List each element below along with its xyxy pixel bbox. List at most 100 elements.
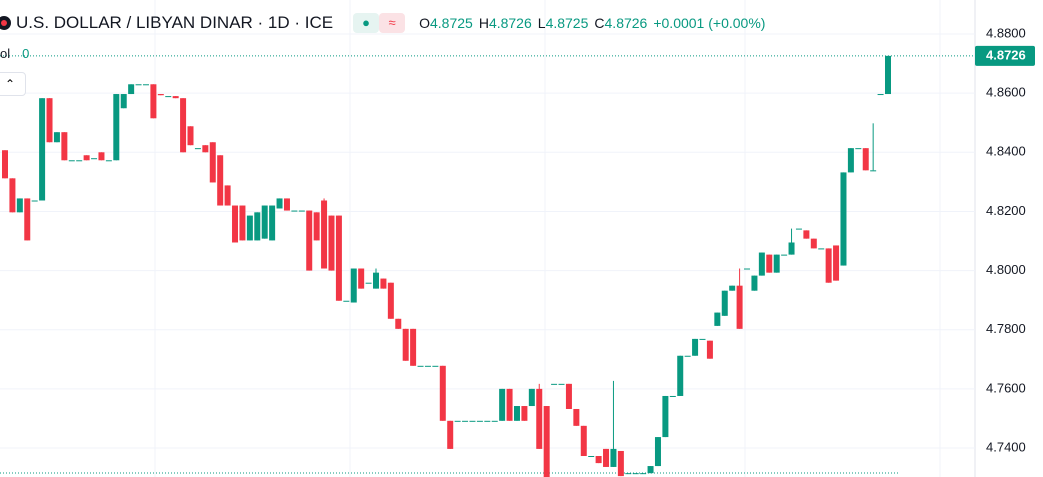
ohlc-label: C bbox=[594, 15, 605, 31]
candle-body bbox=[239, 205, 246, 241]
candle-body bbox=[165, 96, 172, 98]
y-tick-label: 4.8000 bbox=[986, 262, 1026, 277]
candle-body bbox=[632, 473, 639, 475]
y-tick-label: 4.8200 bbox=[986, 203, 1026, 218]
candle-body bbox=[803, 230, 810, 239]
candle-body bbox=[499, 388, 506, 421]
candle-body bbox=[870, 170, 877, 172]
candle-body bbox=[276, 198, 283, 209]
candle-body bbox=[209, 142, 216, 183]
volume-label: ol bbox=[0, 46, 11, 61]
candle-body bbox=[721, 290, 728, 316]
candle-body bbox=[417, 365, 424, 367]
candle-body bbox=[358, 268, 365, 289]
candle-body bbox=[640, 473, 647, 475]
candle-body bbox=[373, 272, 380, 289]
candle-body bbox=[603, 448, 610, 467]
ohlc-item: C4.8726 bbox=[594, 15, 647, 31]
candle-body bbox=[180, 98, 187, 153]
candle-body bbox=[684, 355, 691, 357]
candle-body bbox=[261, 205, 268, 239]
candle-body bbox=[521, 406, 528, 421]
candle-body bbox=[729, 285, 736, 291]
y-tick-label: 4.8800 bbox=[986, 25, 1026, 40]
candle-body bbox=[788, 242, 795, 255]
candle-body bbox=[306, 210, 313, 271]
candle-body bbox=[343, 300, 350, 302]
candle-body bbox=[773, 254, 780, 273]
status-button[interactable]: ● bbox=[353, 13, 380, 33]
candle-body bbox=[31, 200, 38, 202]
candle-body bbox=[232, 205, 239, 243]
ohlc-label: H bbox=[478, 15, 489, 31]
collapse-button[interactable]: ⌃ bbox=[0, 72, 26, 96]
candle-body bbox=[24, 198, 31, 241]
ohlc-value: 4.8726 bbox=[488, 15, 532, 31]
candle-body bbox=[380, 278, 387, 289]
candle-body bbox=[83, 155, 90, 161]
candle-body bbox=[402, 328, 409, 361]
candle-body bbox=[98, 152, 105, 161]
data-button[interactable]: ≈ bbox=[379, 13, 406, 33]
candle-body bbox=[113, 94, 120, 161]
candle-body bbox=[142, 84, 149, 86]
candle-body bbox=[269, 205, 276, 241]
candle-body bbox=[699, 338, 706, 340]
candle-body bbox=[16, 198, 23, 213]
candle-body bbox=[135, 84, 142, 86]
ohlc-item: H4.8726 bbox=[479, 15, 532, 31]
candle-body bbox=[105, 160, 112, 162]
candle-body bbox=[506, 388, 513, 421]
candle-body bbox=[39, 98, 46, 201]
ohlc-item: O4.8725 bbox=[419, 15, 473, 31]
candle-body bbox=[439, 365, 446, 421]
change: +0.0001 (+0.00%) bbox=[653, 15, 766, 31]
y-tick-label: 4.7800 bbox=[986, 321, 1026, 336]
candle-body bbox=[795, 228, 802, 230]
candle-body bbox=[847, 148, 854, 173]
candle-body bbox=[9, 178, 16, 213]
candle-body bbox=[202, 145, 209, 153]
candle-body bbox=[833, 245, 840, 281]
candle-body bbox=[335, 215, 342, 301]
last-price-label: 4.8726 bbox=[986, 47, 1026, 62]
ohlc-value: 4.8725 bbox=[545, 15, 589, 31]
candle-body bbox=[825, 248, 832, 283]
candle-body bbox=[321, 200, 328, 269]
candle-body bbox=[706, 340, 713, 359]
candle-body bbox=[862, 148, 869, 171]
candle-body bbox=[491, 420, 498, 422]
ohlc-values: O4.8725 H4.8726 L4.8725 C4.8726 +0.0001 (+0.… bbox=[419, 15, 765, 31]
candle-body bbox=[254, 212, 261, 241]
candle-body bbox=[513, 406, 520, 421]
candle-body bbox=[68, 160, 75, 162]
candle-body bbox=[365, 282, 372, 284]
candle-body bbox=[736, 285, 743, 329]
candle-body bbox=[217, 155, 224, 206]
candle-body bbox=[536, 388, 543, 449]
last-price-box bbox=[975, 45, 1035, 66]
candle-body bbox=[395, 318, 402, 329]
y-tick-label: 4.8400 bbox=[986, 144, 1026, 159]
candle-body bbox=[76, 160, 83, 162]
candle-body bbox=[469, 420, 476, 422]
candle-body bbox=[810, 238, 817, 249]
candle-body bbox=[751, 275, 758, 291]
candle-body bbox=[150, 84, 157, 119]
ohlc-value: 4.8726 bbox=[604, 15, 648, 31]
ohlc-label: L bbox=[537, 15, 546, 31]
candle-body bbox=[462, 420, 469, 422]
candle-body bbox=[350, 268, 357, 303]
candle-body bbox=[46, 98, 53, 143]
ohlc-value: 4.8725 bbox=[429, 15, 473, 31]
ohlc-label: O bbox=[419, 15, 430, 31]
candle-body bbox=[283, 198, 290, 211]
candle-body bbox=[758, 252, 765, 276]
candle-body bbox=[625, 473, 632, 475]
candle-body bbox=[662, 395, 669, 438]
vertical-grid bbox=[154, 0, 941, 477]
legend-header: U.S. DOLLAR / LIBYAN DINAR · 1D · ICE ● … bbox=[0, 10, 765, 36]
candle-body bbox=[484, 420, 491, 422]
